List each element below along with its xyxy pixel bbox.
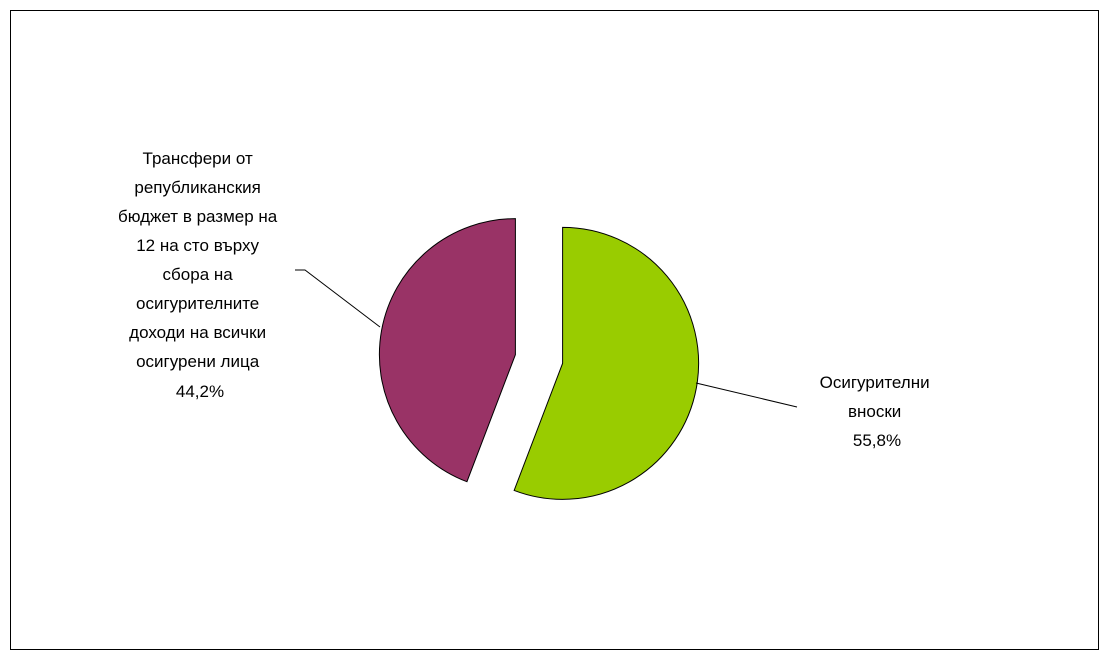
slice-label-line: 12 на сто върху [136, 236, 259, 255]
slice-label-line: доходи на всички [129, 323, 266, 342]
slice-label-line: бюджет в размер на [118, 207, 278, 226]
slice-label-line: Осигурителни [820, 373, 930, 392]
slice-label-transferi: Трансфери от републиканския бюджет в раз… [118, 149, 282, 401]
slice-value-label: 44,2% [176, 382, 224, 401]
chart-frame [10, 10, 1099, 650]
pie-slice-transferi [378, 218, 516, 483]
slice-label-line: осигурени лица [136, 352, 260, 371]
slice-label-osiguritelni: Осигурителни вноски 55,8% [820, 373, 935, 450]
pie-slice-osiguritelni [513, 226, 700, 500]
slice-label-line: сбора на [163, 265, 234, 284]
slice-label-line: републиканския [134, 178, 261, 197]
leader-lines [295, 269, 798, 408]
leader-line-transferi [295, 269, 381, 328]
leader-line-osiguritelni [695, 382, 798, 408]
slice-value-label: 55,8% [853, 431, 901, 450]
slice-label-line: вноски [848, 402, 901, 421]
slice-label-line: осигурителните [136, 294, 259, 313]
pie-slices [378, 218, 700, 500]
slice-label-line: Трансфери от [143, 149, 253, 168]
